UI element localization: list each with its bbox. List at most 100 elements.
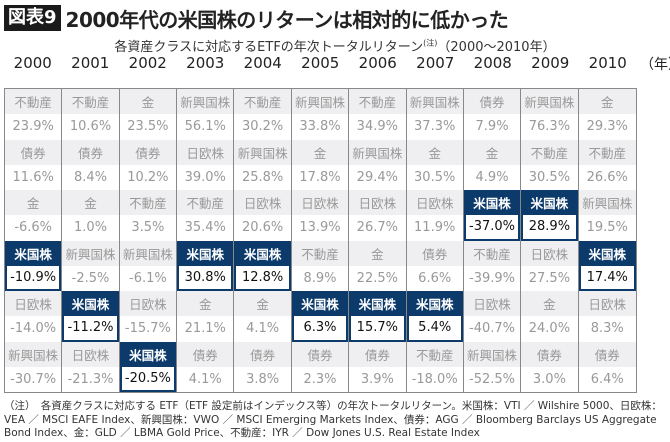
year-column: 新興国株 76.3% 不動産 30.5% 米国株 28.9% 日欧株 27.5% 金 24.0% 債… xyxy=(521,89,579,393)
return-value-cell: -6.1% xyxy=(119,265,177,291)
asset-label-cell: 債券 xyxy=(463,89,521,115)
asset-label-cell: 日欧株 xyxy=(578,291,636,317)
return-value-cell: 5.4% xyxy=(406,316,463,342)
return-value-cell: 6.6% xyxy=(406,265,463,291)
asset-label-cell: 日欧株 xyxy=(349,190,406,216)
return-value-cell: 26.7% xyxy=(349,215,406,241)
return-value-cell: -14.0% xyxy=(5,316,62,342)
return-value-cell: 29.4% xyxy=(349,164,406,190)
return-value-cell: 30.5% xyxy=(406,164,463,190)
asset-label-cell: 債券 xyxy=(406,240,463,266)
return-value-cell: -30.7% xyxy=(5,366,62,393)
return-value-cell: 35.4% xyxy=(177,215,234,241)
subtitle-range: （2000〜2010年） xyxy=(437,40,556,55)
return-value-cell: -40.7% xyxy=(463,316,521,342)
return-value-cell: -2.5% xyxy=(62,265,119,291)
asset-label-cell: 米国株 xyxy=(406,291,463,317)
return-value-cell: -18.0% xyxy=(406,366,463,393)
asset-label-cell: 不動産 xyxy=(119,190,177,216)
year-column: 債券 7.9% 金 4.9% 米国株 -37.0% 不動産 -39.9% 日欧株 -40.7% 新興… xyxy=(463,89,522,393)
return-value-cell: 8.4% xyxy=(62,164,119,190)
asset-label-cell: 日欧株 xyxy=(234,190,291,216)
asset-label-cell: 金 xyxy=(406,139,463,165)
asset-label-cell: 新興国株 xyxy=(578,190,636,216)
return-value-cell: 19.5% xyxy=(578,215,636,241)
asset-label-cell: 米国株 xyxy=(521,190,578,216)
year-label: 2009 xyxy=(531,54,570,72)
year-label: 2002 xyxy=(128,54,167,72)
return-value-cell: 10.6% xyxy=(62,114,119,140)
year-header-row: 2000 2001 2002 2003 2004 2005 2006 2007 2008 2009… xyxy=(4,54,637,72)
year-label: 2003 xyxy=(186,54,225,72)
asset-label-cell: 日欧株 xyxy=(62,341,119,367)
asset-label-cell: 新興国株 xyxy=(5,341,62,367)
year-label: 2001 xyxy=(71,54,110,72)
return-value-cell: 29.3% xyxy=(578,114,636,140)
asset-label-cell: 金 xyxy=(62,190,119,216)
return-value-cell: 13.9% xyxy=(291,215,349,241)
asset-label-cell: 金 xyxy=(521,291,578,317)
asset-label-cell: 金 xyxy=(119,89,177,115)
return-value-cell: 6.4% xyxy=(578,366,636,393)
asset-label-cell: 新興国株 xyxy=(62,240,119,266)
asset-label-cell: 米国株 xyxy=(578,240,636,266)
return-value-cell: 33.8% xyxy=(291,114,349,140)
return-value-cell: -39.9% xyxy=(463,265,521,292)
asset-label-cell: 債券 xyxy=(119,139,177,165)
year-label: 2005 xyxy=(301,54,340,72)
year-label: 2008 xyxy=(473,54,512,72)
return-value-cell: 3.8% xyxy=(234,366,291,393)
return-value-cell: 21.1% xyxy=(177,316,234,342)
asset-label-cell: 債券 xyxy=(62,139,119,165)
return-value-cell: 3.0% xyxy=(521,366,578,393)
return-value-cell: -6.6% xyxy=(5,215,62,241)
return-value-cell: 4.1% xyxy=(234,316,291,342)
year-column: 新興国株 37.3% 金 30.5% 日欧株 11.9% 債券 6.6% 米国株 5.4% 不動産 -… xyxy=(406,89,464,393)
return-value-cell: 10.2% xyxy=(119,164,177,190)
return-value-cell: 17.4% xyxy=(578,265,636,292)
asset-label-cell: 不動産 xyxy=(234,89,291,115)
asset-label-cell: 新興国株 xyxy=(349,139,406,165)
return-value-cell: 39.0% xyxy=(177,164,234,190)
asset-label-cell: 新興国株 xyxy=(463,341,521,367)
asset-label-cell: 金 xyxy=(177,291,234,317)
asset-label-cell: 債券 xyxy=(234,341,291,367)
return-value-cell: 34.9% xyxy=(349,114,406,140)
asset-label-cell: 不動産 xyxy=(578,139,636,165)
return-value-cell: -37.0% xyxy=(463,215,521,241)
return-value-cell: 1.0% xyxy=(62,215,119,241)
return-value-cell: 3.9% xyxy=(349,366,406,393)
asset-label-cell: 日欧株 xyxy=(291,190,349,216)
asset-label-cell: 新興国株 xyxy=(177,89,234,115)
asset-label-cell: 米国株 xyxy=(62,291,119,317)
return-value-cell: 28.9% xyxy=(521,215,578,241)
asset-label-cell: 金 xyxy=(5,190,62,216)
asset-label-cell: 不動産 xyxy=(5,89,62,115)
year-label: 2004 xyxy=(243,54,282,72)
return-value-cell: 17.8% xyxy=(291,164,349,190)
asset-label-cell: 債券 xyxy=(349,341,406,367)
year-column: 金 29.3% 不動産 26.6% 新興国株 19.5% 米国株 17.4% 日欧株 8.3% 債券… xyxy=(578,89,636,393)
asset-label-cell: 不動産 xyxy=(521,139,578,165)
year-label: 2010 xyxy=(588,54,627,72)
return-value-cell: 3.5% xyxy=(119,215,177,241)
year-column: 不動産 34.9% 新興国株 29.4% 日欧株 26.7% 金 22.5% 米国株 15.7% 債… xyxy=(349,89,407,393)
return-value-cell: 27.5% xyxy=(521,265,578,292)
asset-label-cell: 新興国株 xyxy=(119,240,177,266)
asset-label-cell: 金 xyxy=(578,89,636,115)
year-label: 2007 xyxy=(416,54,455,72)
asset-label-cell: 新興国株 xyxy=(521,89,578,115)
return-value-cell: 56.1% xyxy=(177,114,234,140)
asset-label-cell: 債券 xyxy=(5,139,62,165)
asset-label-cell: 不動産 xyxy=(177,190,234,216)
return-value-cell: 6.3% xyxy=(291,316,349,342)
asset-label-cell: 不動産 xyxy=(349,89,406,115)
return-value-cell: -11.2% xyxy=(62,316,119,342)
return-value-cell: 4.9% xyxy=(463,164,521,190)
return-value-cell: 26.6% xyxy=(578,164,636,190)
asset-label-cell: 米国株 xyxy=(291,291,349,317)
asset-label-cell: 日欧株 xyxy=(406,190,463,216)
year-unit-label: （年） xyxy=(640,57,670,73)
return-value-cell: 30.8% xyxy=(177,265,234,292)
asset-label-cell: 債券 xyxy=(177,341,234,367)
